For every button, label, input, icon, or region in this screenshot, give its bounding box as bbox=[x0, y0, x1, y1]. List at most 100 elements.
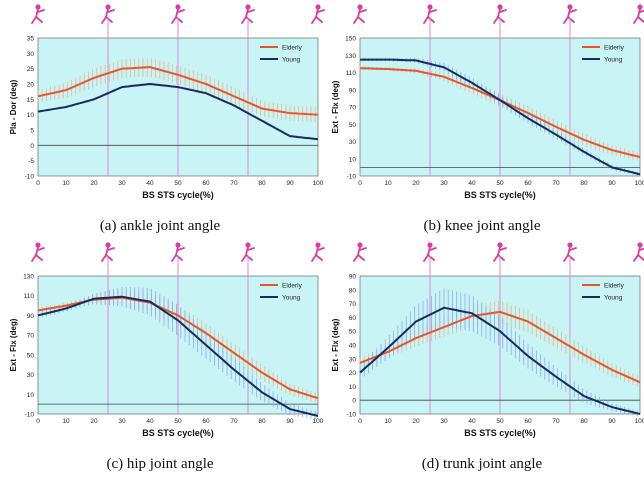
x-tick-label: 20 bbox=[412, 180, 420, 187]
y-tick-label: 90 bbox=[349, 87, 357, 94]
x-tick-label: 40 bbox=[146, 418, 154, 425]
figure-body-icon bbox=[353, 8, 367, 24]
y-tick-label: 130 bbox=[23, 274, 34, 281]
x-tick-label: 20 bbox=[90, 418, 98, 425]
caption-d: (d) trunk joint angle bbox=[421, 456, 543, 472]
figure-body-icon bbox=[633, 8, 644, 24]
x-tick-label: 70 bbox=[552, 180, 560, 187]
y-axis-label: Ext - Flx (deg) bbox=[9, 318, 18, 371]
y-tick-label: 10 bbox=[27, 112, 35, 119]
chart-panel-c: -10 10 30 50 70 90 110 130 0 10 20 30 40 50 60 70 80 90 10… bbox=[0, 238, 325, 476]
y-tick-label: -10 bbox=[347, 174, 357, 181]
x-tick-label: 10 bbox=[62, 180, 70, 187]
x-tick-label: 70 bbox=[552, 418, 560, 425]
y-tick-label: 90 bbox=[27, 313, 35, 320]
x-tick-label: 80 bbox=[258, 418, 266, 425]
x-tick-label: 30 bbox=[118, 180, 126, 187]
y-tick-label: 110 bbox=[346, 70, 357, 77]
figure-body-icon bbox=[563, 8, 577, 24]
figure-head-icon bbox=[637, 242, 643, 248]
y-axis-label: Ext - Flx (deg) bbox=[331, 318, 340, 371]
figure-head-icon bbox=[315, 4, 321, 10]
figure-body-icon bbox=[493, 246, 507, 262]
y-tick-label: 150 bbox=[345, 36, 356, 43]
y-tick-label: 40 bbox=[349, 343, 357, 350]
figure-head-icon bbox=[175, 4, 181, 10]
y-tick-label: 20 bbox=[349, 370, 357, 377]
x-tick-label: 0 bbox=[36, 180, 40, 187]
chart-c: -10 10 30 50 70 90 110 130 0 10 20 30 40 50 60 70 80 90 10… bbox=[9, 242, 325, 438]
y-tick-label: 50 bbox=[349, 329, 357, 336]
x-tick-label: 0 bbox=[358, 418, 362, 425]
figure-head-icon bbox=[497, 242, 503, 248]
figure-body-icon bbox=[423, 246, 437, 262]
figure-head-icon bbox=[427, 4, 433, 10]
figure-body-icon bbox=[493, 8, 507, 24]
series-line-young bbox=[359, 306, 641, 415]
chart-b: -10 10 30 50 70 90 110 130 150 0 10 20 30 40 50 60 70 80 9… bbox=[331, 4, 644, 200]
x-tick-label: 40 bbox=[146, 180, 154, 187]
y-tick-label: 110 bbox=[24, 293, 35, 300]
y-tick-label: 30 bbox=[27, 372, 35, 379]
y-tick-label: 90 bbox=[349, 274, 357, 281]
x-tick-label: 0 bbox=[358, 180, 362, 187]
x-tick-label: 100 bbox=[635, 180, 644, 187]
x-tick-label: 50 bbox=[496, 418, 504, 425]
chart-a: -10 -5 0 5 10 15 20 25 30 35 0 10 20 30 40 50 60 70 80 90 10… bbox=[9, 4, 325, 200]
x-tick-label: 10 bbox=[384, 180, 392, 187]
x-tick-label: 60 bbox=[202, 418, 210, 425]
figure-body-icon bbox=[31, 246, 45, 262]
y-tick-label: 20 bbox=[27, 82, 35, 89]
x-tick-label: 90 bbox=[608, 418, 616, 425]
x-tick-label: 80 bbox=[580, 180, 588, 187]
caption-b: (b) knee joint angle bbox=[423, 218, 541, 234]
y-tick-label: 70 bbox=[349, 105, 357, 112]
x-tick-label: 10 bbox=[62, 418, 70, 425]
figure-head-icon bbox=[35, 242, 41, 248]
figure-body-icon bbox=[311, 8, 325, 24]
figure-body-icon bbox=[423, 8, 437, 24]
figure-head-icon bbox=[105, 4, 111, 10]
figure-body-icon bbox=[241, 8, 255, 24]
x-tick-label: 20 bbox=[90, 180, 98, 187]
y-tick-label: 130 bbox=[345, 53, 356, 60]
legend-label: Elderly bbox=[282, 45, 303, 52]
y-tick-label: 70 bbox=[349, 301, 357, 308]
y-axis-label: Pla - Dor (deg) bbox=[9, 79, 18, 134]
x-tick-label: 100 bbox=[635, 418, 644, 425]
x-tick-label: 10 bbox=[384, 418, 392, 425]
figure-body-icon bbox=[171, 246, 185, 262]
series-line-young bbox=[360, 58, 641, 176]
x-tick-label: 90 bbox=[608, 180, 616, 187]
figure-body-icon bbox=[31, 8, 45, 24]
series-line-young bbox=[37, 295, 319, 417]
figure-head-icon bbox=[567, 242, 573, 248]
x-axis-label: BS STS cycle(%) bbox=[464, 190, 536, 200]
x-tick-label: 60 bbox=[524, 180, 532, 187]
legend-label: Elderly bbox=[282, 283, 303, 290]
y-tick-label: 50 bbox=[27, 352, 35, 359]
legend-label: Young bbox=[282, 57, 301, 64]
legend-label: Elderly bbox=[604, 283, 625, 290]
x-tick-label: 90 bbox=[286, 418, 294, 425]
y-tick-label: 10 bbox=[27, 392, 35, 399]
y-tick-label: 30 bbox=[349, 139, 357, 146]
legend-label: Young bbox=[282, 295, 301, 302]
x-tick-label: 80 bbox=[258, 180, 266, 187]
y-tick-label: -10 bbox=[347, 412, 357, 419]
y-tick-label: 25 bbox=[27, 66, 35, 73]
y-tick-label: 10 bbox=[349, 156, 357, 163]
figure-body-icon bbox=[101, 246, 115, 262]
x-axis-label: BS STS cycle(%) bbox=[464, 428, 536, 438]
phase-figures bbox=[31, 4, 325, 24]
legend: Elderly Young bbox=[260, 45, 303, 64]
figure-head-icon bbox=[637, 4, 643, 10]
x-tick-label: 40 bbox=[468, 418, 476, 425]
chart-panel-b: -10 10 30 50 70 90 110 130 150 0 10 20 30 40 50 60 70 80 9… bbox=[322, 0, 644, 238]
phase-figures bbox=[353, 4, 644, 24]
x-tick-label: 50 bbox=[174, 180, 182, 187]
caption-a: (a) ankle joint angle bbox=[99, 218, 221, 234]
x-tick-label: 0 bbox=[36, 418, 40, 425]
x-tick-label: 30 bbox=[440, 180, 448, 187]
